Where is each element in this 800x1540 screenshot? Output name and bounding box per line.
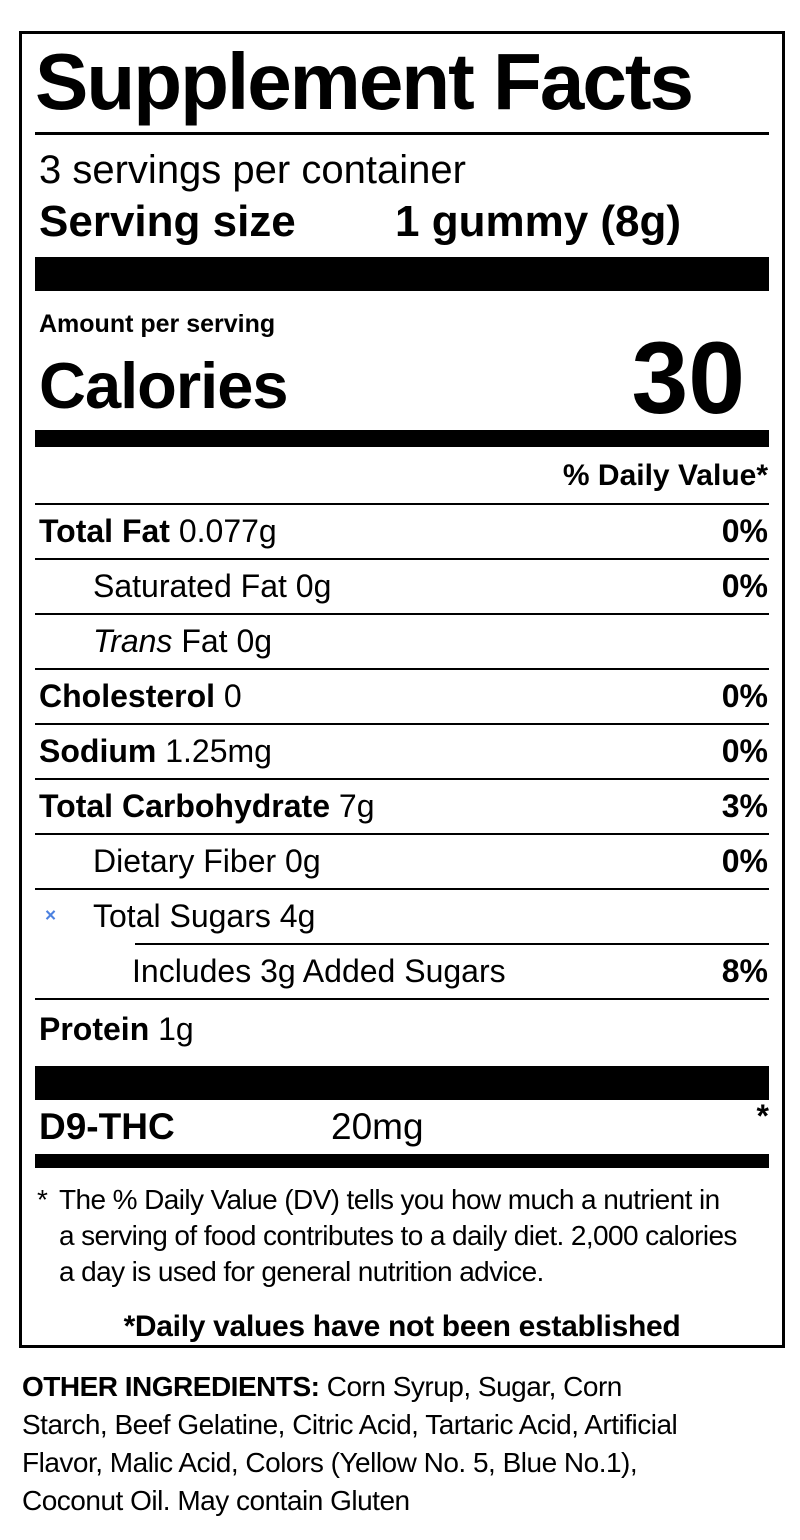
daily-value-percent: 0%: [721, 568, 768, 604]
ingredients-line: Flavor, Malic Acid, Colors (Yellow No. 5…: [22, 1447, 638, 1478]
nutrient-row: Includes 3g Added Sugars 8%: [35, 945, 769, 998]
thc-row: D9-THC 20mg *: [35, 1100, 769, 1154]
ingredients-line: Starch, Beef Gelatine, Citric Acid, Tart…: [22, 1409, 678, 1440]
thc-asterisk: *: [756, 1098, 769, 1134]
daily-value-percent: 8%: [721, 953, 768, 989]
nutrient-row: × Total Sugars 4g: [35, 890, 769, 943]
section-bar-protein: [35, 1066, 769, 1100]
row-divider: [35, 668, 769, 670]
row-divider: [35, 998, 769, 1000]
nutrient-row: Saturated Fat 0g 0%: [35, 560, 769, 613]
nutrient-row: Total Fat 0.077g 0%: [35, 505, 769, 558]
amount-per-serving-label: Amount per serving: [39, 310, 276, 338]
nutrient-name: Includes 3g Added Sugars: [132, 953, 506, 989]
row-divider: [35, 613, 769, 615]
calories-value: 30: [631, 321, 745, 435]
nutrient-row: Sodium 1.25mg 0%: [35, 725, 769, 778]
section-bar-top: [35, 257, 769, 291]
footnote-lines: The % Daily Value (DV) tells you how muc…: [59, 1182, 737, 1290]
other-ingredients: OTHER INGREDIENTS: Corn Syrup, Sugar, Co…: [22, 1368, 792, 1520]
row-divider: [35, 558, 769, 560]
nutrient-name: Total Fat 0.077g: [39, 513, 277, 549]
nutrient-row: Trans Fat 0g: [35, 615, 769, 668]
daily-value-header: % Daily Value*: [562, 459, 768, 492]
blue-x-icon: ×: [45, 905, 57, 927]
footnote-line: a day is used for general nutrition advi…: [59, 1256, 544, 1287]
row-divider: [135, 943, 769, 945]
ingredients-line: OTHER INGREDIENTS: Corn Syrup, Sugar, Co…: [22, 1371, 622, 1402]
row-divider: [35, 778, 769, 780]
servings-per-container: 3 servings per container: [39, 148, 466, 192]
daily-value-percent: 0%: [721, 733, 768, 769]
nutrient-name: Trans Fat 0g: [93, 623, 273, 659]
daily-value-percent: 0%: [721, 513, 768, 549]
nutrient-rows: Total Fat 0.077g 0% Saturated Fat 0g 0% Tran…: [35, 503, 769, 1058]
ingredients-line: Coconut Oil. May contain Gluten: [22, 1485, 410, 1516]
nutrient-name: Total Sugars 4g: [93, 898, 316, 934]
serving-size-row: Serving size 1 gummy (8g): [35, 195, 769, 249]
section-bar-calories: [35, 430, 769, 447]
established-note: *Daily values have not been established: [123, 1310, 681, 1343]
section-bar-thc: [35, 1154, 769, 1168]
title-divider: [35, 132, 769, 135]
nutrient-row: Total Carbohydrate 7g 3%: [35, 780, 769, 833]
daily-value-footnote: * The % Daily Value (DV) tells you how m…: [35, 1182, 769, 1290]
serving-size-label: Serving size: [39, 197, 296, 246]
nutrient-name: Protein 1g: [39, 1010, 194, 1047]
footnote-line: The % Daily Value (DV) tells you how muc…: [59, 1184, 720, 1215]
daily-value-percent: 0%: [721, 843, 768, 879]
nutrient-name: Dietary Fiber 0g: [93, 843, 321, 879]
row-divider: [35, 503, 769, 505]
footnote-line: a serving of food contributes to a daily…: [59, 1220, 737, 1251]
row-divider: [35, 723, 769, 725]
nutrient-row: Protein 1g: [35, 1000, 769, 1058]
nutrient-name: Saturated Fat 0g: [93, 568, 332, 604]
calories-label: Calories: [39, 349, 289, 422]
row-divider: [35, 888, 769, 890]
nutrient-name: Sodium 1.25mg: [39, 733, 272, 769]
daily-value-percent: 3%: [721, 788, 768, 824]
calories-row: Calories 30: [35, 321, 769, 435]
nutrient-row: Cholesterol 0 0%: [35, 670, 769, 723]
nutrient-name: Total Carbohydrate 7g: [39, 788, 375, 824]
footnote-asterisk: *: [37, 1184, 48, 1215]
thc-amount: 20mg: [331, 1106, 424, 1147]
serving-size-value: 1 gummy (8g): [395, 197, 682, 246]
panel-title: Supplement Facts: [35, 37, 694, 126]
supplement-facts-panel: Supplement Facts 3 servings per containe…: [19, 31, 785, 1348]
nutrient-name: Cholesterol 0: [39, 678, 242, 714]
daily-value-percent: 0%: [721, 678, 768, 714]
nutrient-row: Dietary Fiber 0g 0%: [35, 835, 769, 888]
row-divider: [35, 833, 769, 835]
thc-name: D9-THC: [39, 1106, 175, 1147]
